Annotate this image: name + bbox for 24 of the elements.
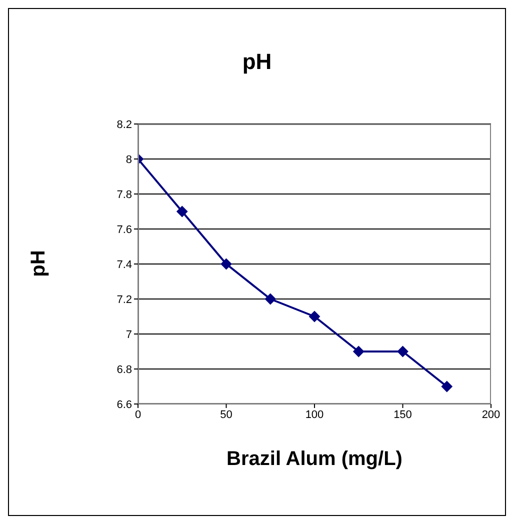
point [264,294,276,304]
y-tick-label: 6.6 [116,398,132,411]
y-tick-label: 6.8 [116,364,132,376]
x-tick-label: 0 [134,408,142,421]
x-tick-label: 100 [305,408,324,421]
point [309,311,320,322]
y-axis-title: pH [28,249,50,279]
y-tick-label: 8.2 [116,118,132,131]
y-tick-label: 8 [126,154,132,166]
x-tick-label: 200 [482,408,500,421]
point [176,206,188,217]
x-axis-title: Brazil Alum (mg/L) [226,448,404,471]
y-tick-label: 7.4 [116,258,132,271]
x-tick-label: 150 [394,408,412,421]
y-tick-label: 7.8 [116,188,132,201]
point [397,346,408,357]
y-tick-label: 7.6 [116,224,132,236]
point [353,346,364,357]
point [220,258,232,270]
point [441,381,452,392]
y-tick-label: 7.2 [116,294,132,306]
x-tick-label: 50 [220,408,232,421]
chart-title: pH [241,49,273,75]
y-tick-label: 7 [126,328,132,341]
